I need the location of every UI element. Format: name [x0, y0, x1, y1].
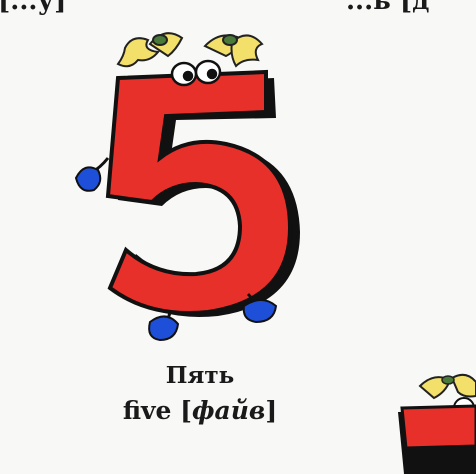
bracket-close: ] — [265, 396, 278, 425]
english-word: five — [122, 396, 172, 425]
number-name-english-with-transcription: five [файв] — [70, 396, 330, 425]
left-foot-icon — [148, 311, 180, 342]
left-hand-icon — [74, 157, 110, 192]
next-figure-partial-illustration — [398, 373, 476, 474]
eyes-icon — [170, 59, 222, 87]
top-right-partial-text: ...ь [д — [346, 0, 430, 16]
five-body — [105, 69, 293, 315]
top-left-partial-text: [...у] — [0, 0, 67, 16]
bracket-open: [ — [171, 396, 192, 425]
transcription: файв — [191, 396, 266, 425]
right-foot-icon — [242, 292, 278, 324]
number-name-russian: Пять — [165, 362, 235, 389]
hair-icon — [116, 32, 264, 68]
